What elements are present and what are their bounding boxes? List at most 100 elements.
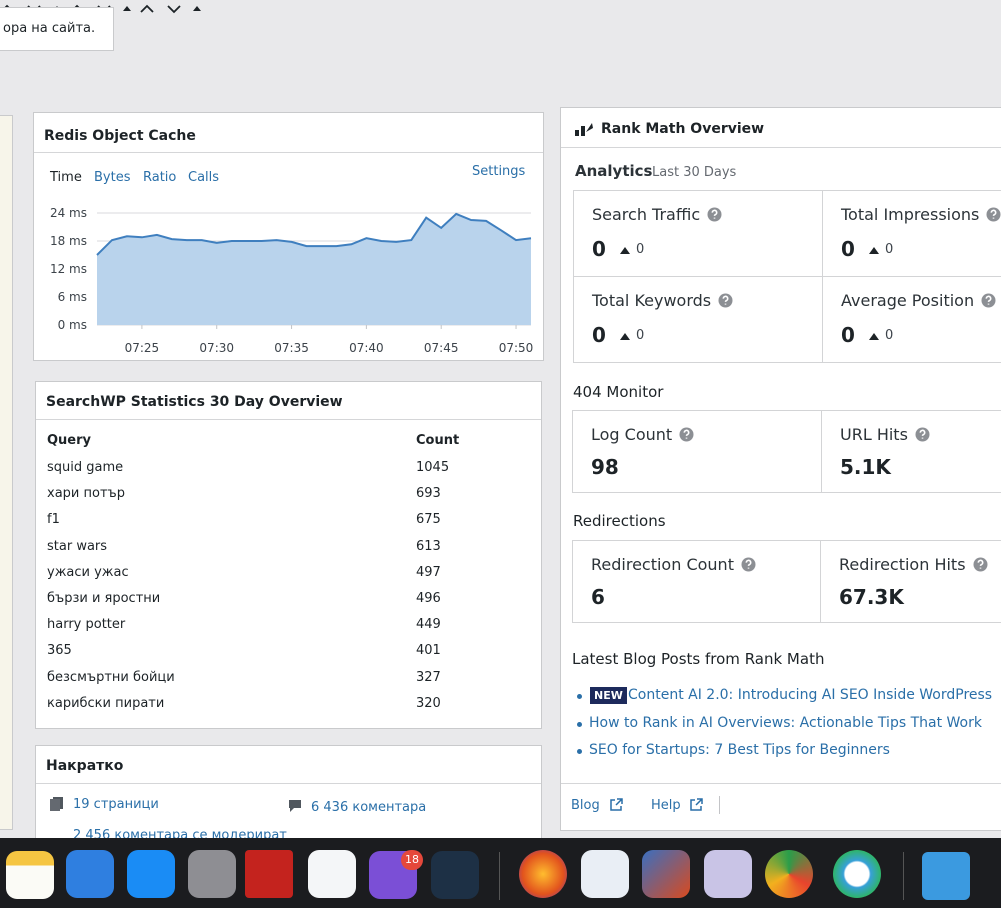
stat-label: Total Keywords	[592, 291, 712, 310]
line	[96, 212, 532, 256]
dock-app[interactable]	[431, 851, 479, 899]
stat-label: Total Impressions	[841, 205, 980, 224]
count: 449	[416, 617, 441, 633]
stat-change: 0	[885, 328, 894, 343]
dock-app[interactable]	[245, 850, 293, 898]
stat-value: 0	[592, 323, 606, 347]
dock-app[interactable]	[833, 850, 881, 898]
stat-card: Search Traffic 0 0	[573, 190, 823, 277]
query: бързи и яростни	[47, 591, 161, 606]
dock-app[interactable]	[704, 850, 752, 898]
help-mark	[919, 429, 926, 439]
glance-item[interactable]: 6 436 коментара	[311, 800, 427, 815]
footer-separator	[719, 796, 720, 814]
stat-label: Log Count	[591, 425, 673, 444]
stat-label-row: URL Hits	[840, 425, 930, 444]
panel-header: SearchWP Statistics 30 Day Overview	[36, 382, 541, 420]
stat-card: Average Position 0 0	[822, 276, 1001, 363]
panel-controls	[140, 4, 201, 14]
panel-header: Накратко	[36, 746, 541, 784]
glance-item[interactable]: 19 страници	[73, 797, 159, 812]
tab[interactable]: Bytes	[94, 170, 131, 185]
stat-value: 0	[841, 323, 855, 347]
dock-separator	[903, 852, 904, 900]
notice-text: ора на сайта.	[3, 21, 96, 36]
stat-value: 67.3K	[839, 585, 904, 609]
dock-app[interactable]	[308, 850, 356, 898]
redis-chart: 0 ms 6 ms 12 ms 18 ms 24 ms 07:25 07:30 07:35 07…	[50, 206, 534, 355]
panel-header: Redis Object Cache	[34, 113, 543, 153]
section-title: 404 Monitor	[573, 383, 664, 401]
query: хари потър	[47, 486, 125, 502]
tab[interactable]: Calls	[188, 170, 220, 185]
change-arrow	[869, 333, 879, 340]
stat-card: Log Count 98	[572, 410, 822, 493]
panel-title: SearchWP Statistics 30 Day Overview	[46, 394, 343, 410]
tab[interactable]: Time	[50, 170, 82, 185]
external-icon	[610, 798, 623, 811]
count: 497	[416, 564, 441, 580]
move-down[interactable]	[167, 5, 181, 14]
stat-label-row: Total Keywords	[592, 291, 733, 310]
dock-app[interactable]	[188, 850, 236, 898]
glance-panel: Накратко 19 страници 6 436 коментара 2 4…	[35, 745, 542, 855]
count: 401	[416, 643, 441, 659]
stat-label-row: Log Count	[591, 425, 694, 444]
blog-link[interactable]: How to Rank in AI Overviews: Actionable …	[589, 714, 982, 731]
query: безсмъртни бойци	[47, 669, 175, 685]
stat-label: URL Hits	[840, 425, 908, 444]
period: Last 30 Days	[652, 165, 737, 180]
help-icon	[741, 557, 756, 572]
footer-link[interactable]: Blog	[571, 798, 600, 813]
dock-app[interactable]	[581, 850, 629, 898]
blog-link[interactable]: Content AI 2.0: Introducing AI SEO Insid…	[628, 687, 993, 703]
stat-card: Total Keywords 0 0	[573, 276, 823, 363]
change-arrow	[869, 247, 879, 254]
stat-label-row: Redirection Hits	[839, 555, 988, 574]
dock-app[interactable]	[66, 850, 114, 898]
stat-card: Redirection Hits 67.3K	[820, 540, 1001, 623]
stat-value: 5.1K	[840, 455, 891, 479]
x-tick-label: 07:30	[199, 341, 234, 355]
dock-app[interactable]	[127, 850, 175, 898]
move-up[interactable]	[140, 4, 154, 13]
count: 320	[416, 695, 441, 711]
notification-badge: 18	[401, 850, 423, 870]
y-tick-label: 18 ms	[50, 234, 87, 248]
y-tick-label: 24 ms	[50, 206, 87, 220]
x-tick-label: 07:35	[274, 341, 309, 355]
section-title: Redirections	[573, 512, 666, 530]
dock-app[interactable]	[519, 850, 567, 898]
tab[interactable]: Ratio	[143, 170, 177, 185]
section-title: Latest Blog Posts from Rank Math	[572, 650, 825, 668]
comments-icon	[289, 800, 301, 812]
rankmath-logo	[575, 123, 593, 136]
bullet	[577, 694, 582, 699]
count: 1045	[416, 460, 450, 475]
stat-label: Average Position	[841, 291, 975, 310]
x-tick-label: 07:50	[499, 341, 534, 355]
stat-value: 0	[841, 237, 855, 261]
panel-title: Redis Object Cache	[44, 128, 196, 144]
toggle[interactable]	[123, 6, 131, 11]
settings-link[interactable]: Settings	[472, 164, 526, 179]
blog-link[interactable]: SEO for Startups: 7 Best Tips for Beginn…	[589, 742, 890, 758]
dock-app[interactable]	[642, 850, 690, 898]
column-header: Count	[416, 433, 460, 448]
panel-title: Накратко	[46, 758, 124, 774]
toggle[interactable]	[193, 6, 201, 11]
notice: ора на сайта.	[0, 7, 114, 51]
stat-change: 0	[636, 328, 645, 343]
footer-link[interactable]: Help	[651, 798, 681, 813]
count: 327	[416, 669, 441, 685]
dock-app[interactable]	[922, 852, 970, 900]
query: ужаси ужас	[47, 564, 129, 580]
x-tick-label: 07:25	[125, 341, 160, 355]
stat-value: 0	[592, 237, 606, 261]
dock-app[interactable]	[765, 850, 813, 898]
panel-header: Rank Math Overview	[561, 108, 1001, 148]
stat-card: URL Hits 5.1K	[821, 410, 1001, 493]
arrow	[620, 333, 630, 340]
dock-app[interactable]	[6, 851, 54, 899]
